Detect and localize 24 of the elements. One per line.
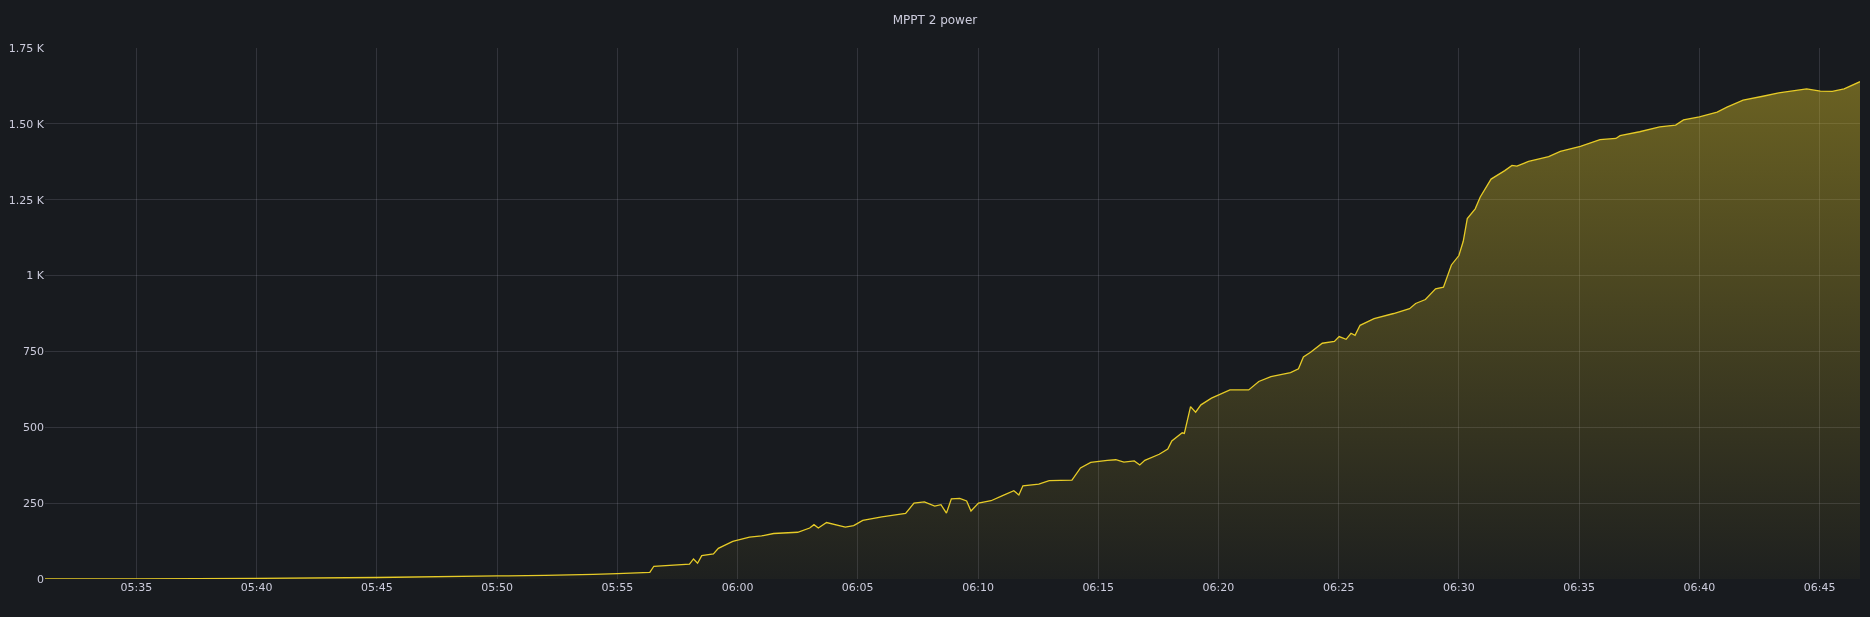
x-tick-label: 06:05: [841, 581, 874, 594]
x-tick-label: 05:55: [601, 581, 634, 594]
y-tick-label: 0: [37, 572, 44, 586]
x-tick-label: 05:35: [120, 581, 153, 594]
x-tick-label: 06:40: [1683, 581, 1716, 594]
x-tick-label: 06:10: [962, 581, 994, 594]
x-tick-label: 06:15: [1082, 581, 1115, 594]
x-tick-label: 06:20: [1202, 581, 1235, 594]
x-tick-label: 05:40: [240, 581, 273, 594]
x-tick-label: 06:35: [1563, 581, 1595, 594]
x-tick-label: 06:30: [1443, 581, 1475, 594]
y-tick-label: 1.75 K: [8, 41, 45, 55]
x-tick-label: 05:50: [481, 581, 513, 594]
y-tick-label: 500: [23, 421, 44, 435]
x-tick-label: 05:45: [360, 581, 393, 594]
x-tick-label: 06:25: [1322, 581, 1355, 594]
y-tick-label: 1.25 K: [8, 193, 45, 207]
x-tick-label: 06:45: [1803, 581, 1836, 594]
x-tick-label: 06:00: [721, 581, 754, 594]
y-tick-label: 750: [23, 345, 44, 359]
y-tick-label: 1.50 K: [8, 117, 45, 131]
chart-title: MPPT 2 power: [892, 12, 978, 27]
y-tick-label: 250: [23, 496, 44, 510]
y-tick-label: 1 K: [26, 269, 45, 283]
